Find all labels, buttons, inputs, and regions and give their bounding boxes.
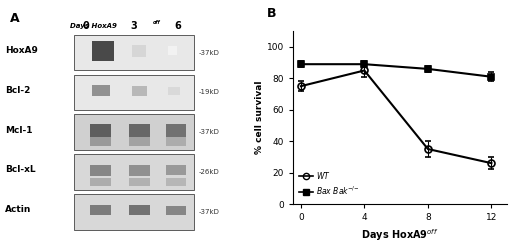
Text: Bcl-2: Bcl-2 bbox=[5, 86, 31, 95]
Text: off: off bbox=[153, 20, 160, 25]
Bar bbox=[129, 137, 150, 146]
Bar bbox=[129, 178, 150, 186]
Legend: $WT$, $Bax\ Bak^{-\!/\!-}$: $WT$, $Bax\ Bak^{-\!/\!-}$ bbox=[299, 169, 359, 197]
Bar bbox=[92, 85, 110, 96]
Bar bbox=[166, 124, 186, 137]
Text: Bcl-xL: Bcl-xL bbox=[5, 165, 36, 174]
Text: A: A bbox=[10, 12, 19, 25]
Bar bbox=[132, 86, 147, 96]
Bar bbox=[74, 154, 194, 190]
Text: Days HoxA9: Days HoxA9 bbox=[70, 23, 117, 29]
Text: Mcl-1: Mcl-1 bbox=[5, 126, 33, 135]
Bar bbox=[132, 45, 146, 57]
Bar bbox=[129, 205, 150, 215]
Text: HoxA9: HoxA9 bbox=[5, 46, 38, 55]
Bar bbox=[166, 206, 186, 215]
Text: 6: 6 bbox=[175, 21, 181, 30]
Text: Actin: Actin bbox=[5, 205, 31, 214]
Bar bbox=[129, 165, 150, 176]
Bar bbox=[166, 137, 186, 146]
Text: 3: 3 bbox=[131, 21, 138, 30]
Bar bbox=[90, 205, 111, 215]
Bar bbox=[166, 178, 186, 186]
Bar bbox=[92, 41, 114, 61]
Text: 0: 0 bbox=[83, 21, 89, 30]
Bar bbox=[90, 124, 111, 137]
Bar bbox=[166, 165, 186, 175]
Text: -26kD: -26kD bbox=[199, 169, 219, 175]
Text: -37kD: -37kD bbox=[199, 129, 220, 135]
Bar bbox=[90, 165, 111, 176]
Bar bbox=[74, 75, 194, 110]
Text: B: B bbox=[267, 7, 276, 20]
Y-axis label: % cell survival: % cell survival bbox=[255, 81, 264, 154]
Text: -19kD: -19kD bbox=[199, 90, 220, 96]
Bar bbox=[129, 124, 150, 137]
Bar bbox=[90, 178, 111, 186]
Bar bbox=[90, 137, 111, 146]
Text: -37kD: -37kD bbox=[199, 209, 220, 215]
Bar bbox=[167, 46, 177, 55]
Bar bbox=[74, 194, 194, 230]
X-axis label: Days HoxA9$^{off}$: Days HoxA9$^{off}$ bbox=[361, 228, 439, 240]
Bar bbox=[167, 87, 179, 95]
Bar bbox=[74, 114, 194, 150]
Bar bbox=[74, 35, 194, 71]
Text: -37kD: -37kD bbox=[199, 50, 220, 56]
